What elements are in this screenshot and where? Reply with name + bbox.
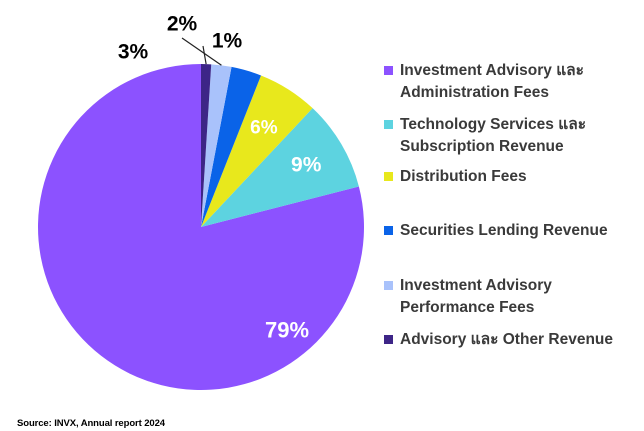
leader-line	[202, 45, 207, 65]
legend-label: Advisory และ Other Revenue	[400, 331, 614, 348]
leader-line	[181, 37, 222, 66]
legend-swatch	[384, 172, 393, 181]
legend-swatch	[384, 226, 393, 235]
pie-slices	[37, 64, 365, 390]
slice-labels: 79% 9% 6% 3% 2% 1%	[118, 13, 322, 343]
legend-label: Investment Advisory Performance Fees	[400, 277, 552, 316]
source-note: Source: INVX, Annual report 2024	[17, 418, 165, 429]
legend-swatch	[384, 281, 393, 290]
leader-lines	[181, 37, 222, 66]
pie-slice	[201, 108, 359, 227]
legend-item: Securities Lending Revenue	[384, 220, 640, 242]
pie-slice	[201, 75, 313, 227]
legend-swatch	[384, 120, 393, 129]
slice-value-label: 79%	[265, 318, 309, 343]
pie-slice	[201, 64, 212, 227]
legend-item: Technology Services และ Subscription Rev…	[384, 114, 640, 158]
legend-item: Distribution Fees	[384, 166, 640, 188]
legend-label: Technology Services และ Subscription Rev…	[400, 116, 587, 155]
slice-value-label: 6%	[250, 117, 278, 138]
legend: Investment Advisory และ Administration F…	[384, 0, 640, 431]
legend-swatch	[384, 66, 393, 75]
legend-item: Investment Advisory และ Administration F…	[384, 60, 640, 104]
legend-item: Advisory และ Other Revenue	[384, 329, 640, 351]
legend-label: Distribution Fees	[400, 168, 527, 185]
pie-slice	[201, 66, 262, 227]
slice-value-label: 1%	[212, 30, 243, 53]
legend-label: Investment Advisory และ Administration F…	[400, 62, 585, 101]
slice-value-label: 3%	[118, 41, 149, 64]
pie-slice	[201, 64, 232, 227]
legend-label: Securities Lending Revenue	[400, 222, 608, 239]
slice-value-label: 9%	[291, 153, 322, 176]
legend-swatch	[384, 335, 393, 344]
slice-value-label: 2%	[167, 13, 198, 36]
legend-item: Investment Advisory Performance Fees	[384, 275, 640, 319]
